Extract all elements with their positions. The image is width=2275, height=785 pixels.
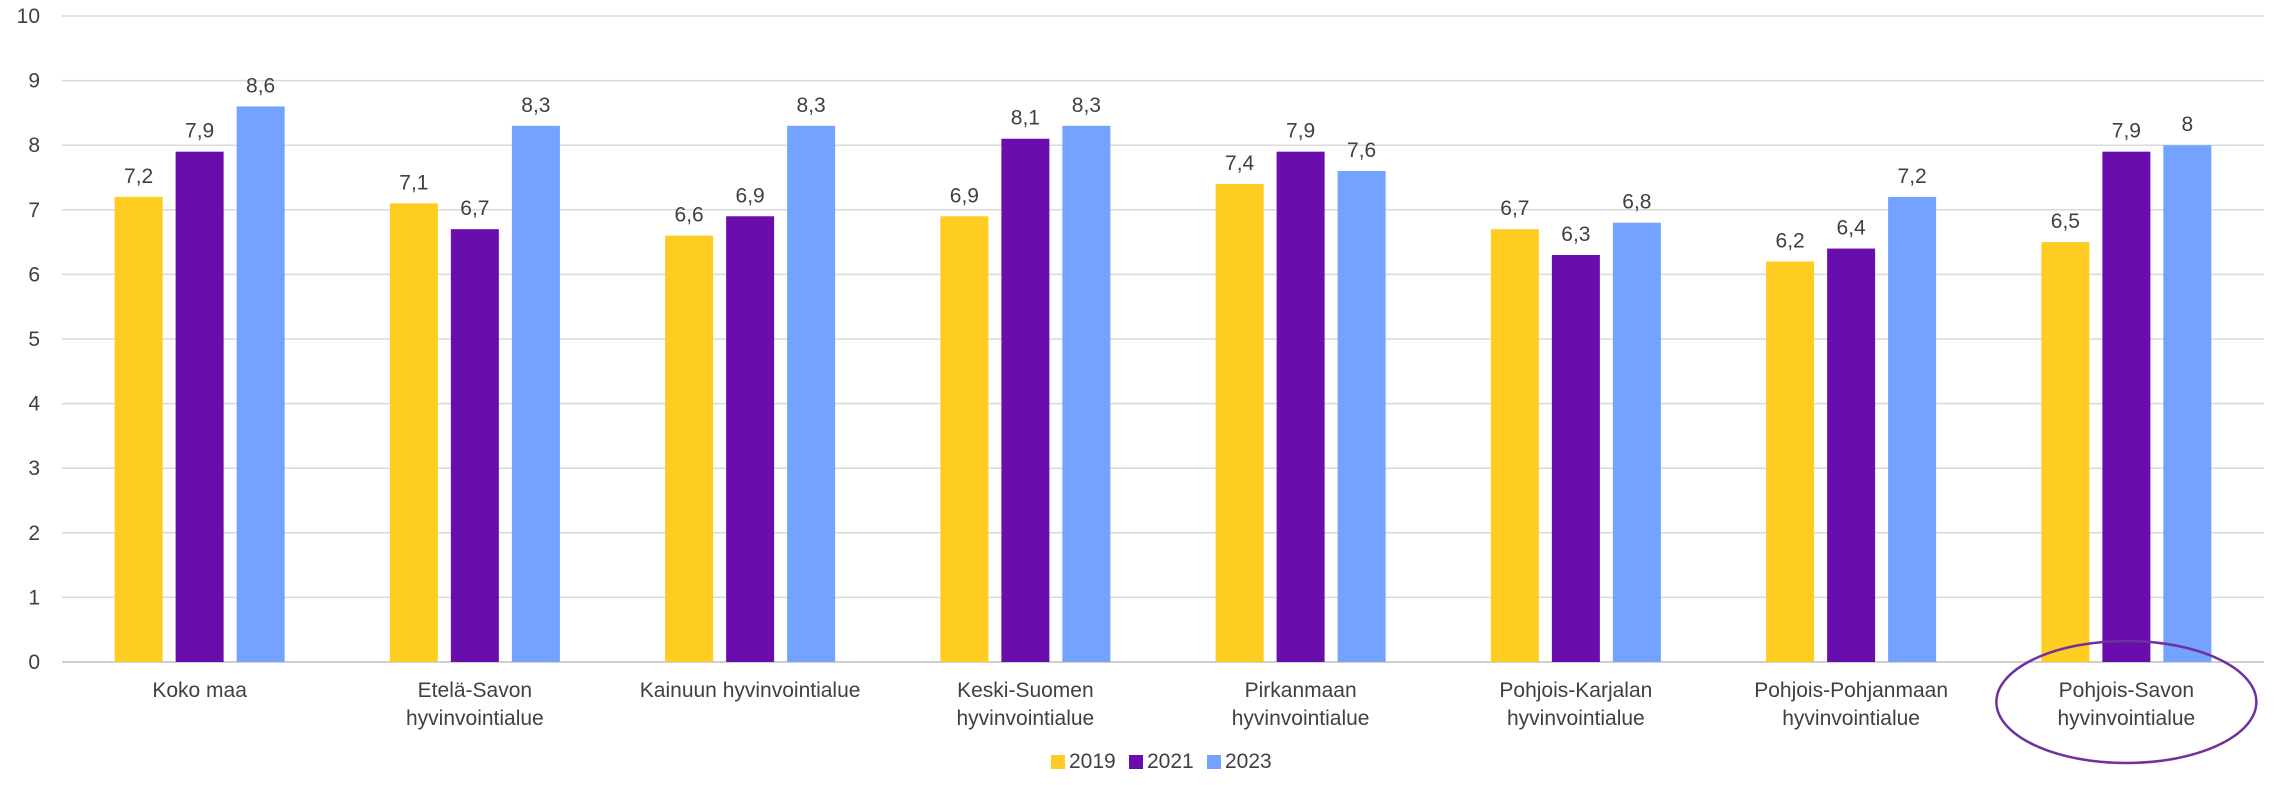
legend-swatch-2023 — [1207, 755, 1221, 769]
y-tick-label: 8 — [28, 134, 40, 157]
y-tick-label: 4 — [28, 393, 40, 416]
data-label: 7,2 — [124, 165, 153, 188]
bar-2021 — [1551, 255, 1600, 662]
data-label: 7,1 — [399, 171, 428, 194]
data-label: 7,2 — [1898, 165, 1927, 188]
data-label: 8,3 — [797, 94, 826, 117]
x-tick-label: hyvinvointialue — [1232, 707, 1370, 730]
bar-2021 — [726, 216, 775, 662]
legend-swatch-2019 — [1051, 755, 1065, 769]
bar-2019 — [1215, 183, 1264, 662]
bar-2019 — [114, 196, 163, 662]
data-label: 6,2 — [1776, 229, 1805, 252]
bar-2023 — [1337, 171, 1386, 663]
data-label: 7,6 — [1347, 139, 1376, 162]
bar-2023 — [1062, 125, 1111, 662]
bar-2019 — [1766, 261, 1815, 662]
bar-2023 — [2163, 145, 2212, 662]
x-tick-label: Pirkanmaan — [1245, 679, 1357, 702]
bar-2019 — [1490, 229, 1539, 662]
x-tick-label: Koko maa — [152, 679, 247, 702]
data-label: 6,9 — [736, 184, 765, 207]
x-tick-label: Pohjois-Karjalan — [1499, 679, 1652, 702]
data-label: 6,8 — [1622, 191, 1651, 214]
data-label: 8 — [2182, 113, 2194, 136]
x-tick-label: Pohjois-Pohjanmaan — [1754, 679, 1948, 702]
x-tick-label: Pohjois-Savon — [2059, 679, 2194, 702]
bar-2019 — [2041, 242, 2090, 662]
data-label: 7,9 — [2112, 120, 2141, 143]
data-label: 8,3 — [1072, 94, 1101, 117]
x-tick-label: Etelä-Savon — [418, 679, 532, 702]
bar-2021 — [450, 229, 499, 662]
x-tick-label: hyvinvointialue — [1507, 707, 1645, 730]
y-tick-label: 1 — [28, 586, 40, 609]
y-tick-label: 3 — [28, 457, 40, 480]
bar-2023 — [787, 125, 836, 662]
y-tick-label: 0 — [28, 651, 40, 674]
data-label: 8,3 — [521, 94, 550, 117]
x-tick-label: hyvinvointialue — [406, 707, 544, 730]
bar-2023 — [1888, 196, 1937, 662]
legend-label: 2019 — [1069, 750, 1116, 773]
data-label: 6,3 — [1561, 223, 1590, 246]
bar-2023 — [511, 125, 560, 662]
x-tick-label: hyvinvointialue — [2057, 707, 2195, 730]
data-label: 8,1 — [1011, 107, 1040, 130]
data-label: 6,7 — [460, 197, 489, 220]
bar-2023 — [236, 106, 285, 662]
bar-2021 — [1827, 248, 1876, 662]
data-label: 6,4 — [1837, 217, 1867, 240]
data-label: 6,5 — [2051, 210, 2080, 233]
data-label: 7,9 — [1286, 120, 1315, 143]
bar-2021 — [175, 151, 224, 662]
bar-2021 — [1001, 138, 1050, 663]
y-tick-label: 10 — [17, 5, 40, 28]
data-label: 7,4 — [1225, 152, 1255, 175]
data-label: 6,7 — [1500, 197, 1529, 220]
data-label: 6,9 — [950, 184, 979, 207]
y-tick-label: 6 — [28, 263, 40, 286]
bar-2023 — [1612, 222, 1661, 662]
legend-label: 2023 — [1225, 750, 1272, 773]
x-tick-label: hyvinvointialue — [1782, 707, 1920, 730]
bar-2019 — [389, 203, 438, 662]
highlight-ellipse — [1995, 639, 2258, 765]
y-tick-label: 7 — [28, 199, 40, 222]
y-tick-label: 9 — [28, 70, 40, 93]
x-tick-label: hyvinvointialue — [956, 707, 1094, 730]
y-tick-label: 2 — [28, 522, 40, 545]
data-label: 8,6 — [246, 74, 275, 97]
data-label: 6,6 — [675, 204, 704, 227]
bar-2019 — [940, 216, 989, 662]
bar-2021 — [1276, 151, 1325, 662]
data-label: 7,9 — [185, 120, 214, 143]
legend-label: 2021 — [1147, 750, 1194, 773]
legend-swatch-2021 — [1129, 755, 1143, 769]
bar-2021 — [2102, 151, 2151, 662]
bar-2019 — [665, 235, 714, 662]
y-tick-label: 5 — [28, 328, 40, 351]
x-tick-label: Keski-Suomen — [957, 679, 1094, 702]
x-tick-label: Kainuun hyvinvointialue — [640, 679, 861, 702]
